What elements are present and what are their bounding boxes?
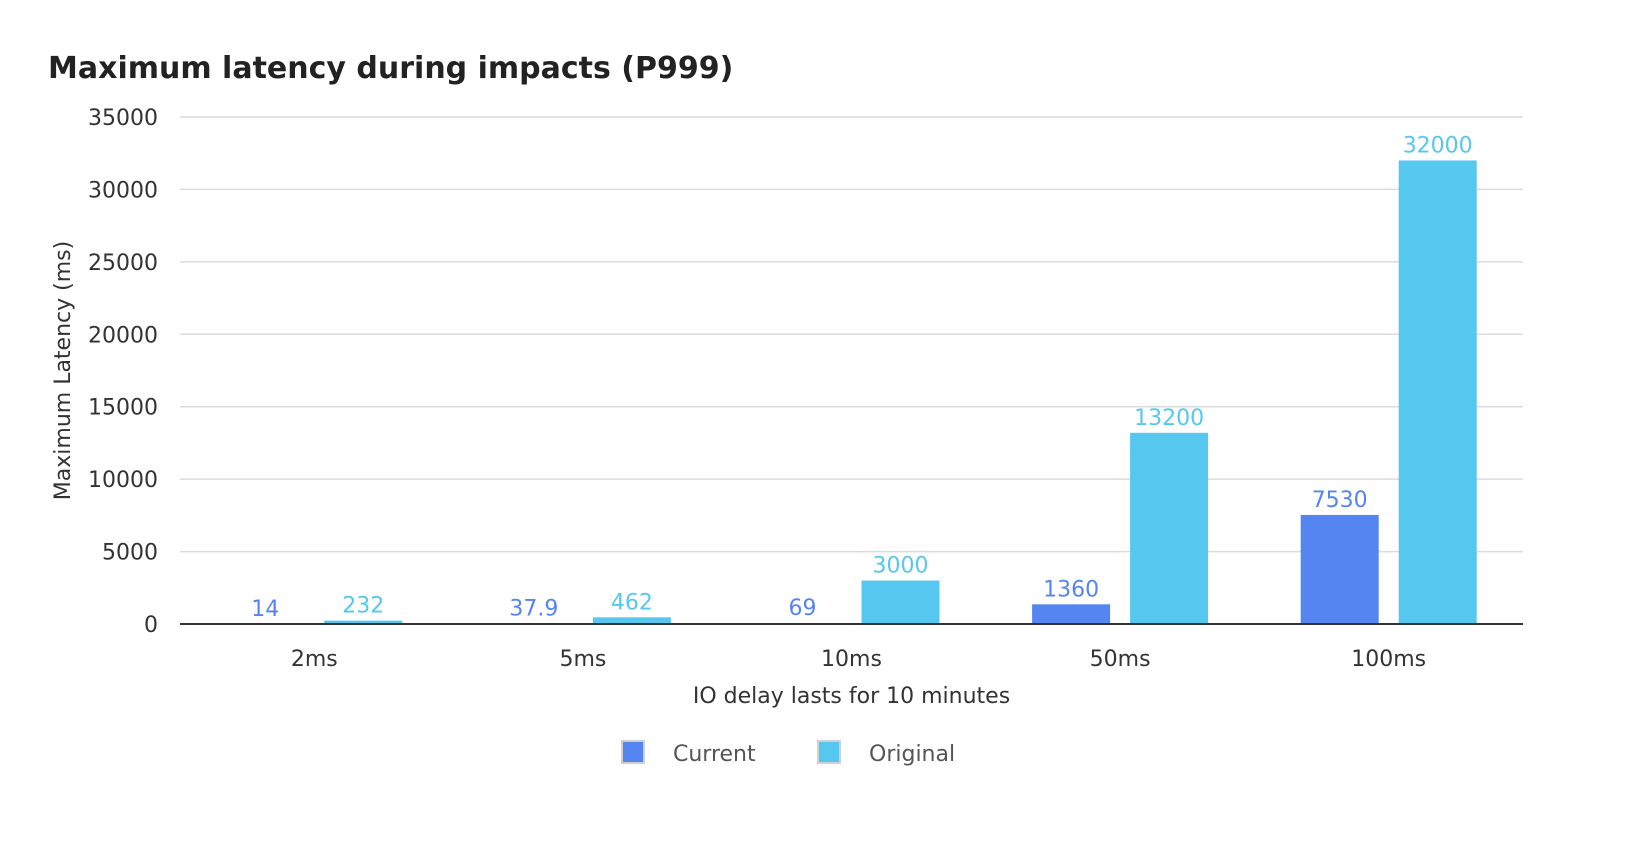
y-tick-label: 5000 [102,541,158,566]
bar-original-50ms [1130,432,1209,624]
data-label: 13200 [1134,406,1204,431]
data-label: 69 [789,596,817,621]
legend-item-original[interactable]: Original [817,740,955,767]
x-tick-label: 5ms [559,647,606,672]
x-axis-title: IO delay lasts for 10 minutes [693,684,1010,709]
y-axis-title: Maximum Latency (ms) [51,241,76,500]
bar-original-2ms [324,620,403,624]
y-tick-label: 20000 [88,323,158,348]
y-tick-label: 30000 [88,178,158,203]
data-label: 32000 [1403,133,1473,158]
grid-lines [180,116,1523,553]
y-tick-label: 10000 [88,468,158,493]
chart-title: Maximum latency during impacts (P999) [48,51,733,86]
x-tick-label: 100ms [1351,647,1426,672]
legend-swatch [621,740,645,764]
legend-swatch [817,740,841,764]
data-label: 1360 [1043,577,1099,602]
x-axis-ticks: 2ms 5ms 10ms 50ms 100ms [291,647,1426,672]
bars [226,160,1477,624]
bar-original-100ms [1398,160,1477,624]
bar-original-5ms [592,617,671,624]
data-label: 3000 [873,554,929,579]
x-tick-label: 2ms [291,647,338,672]
legend-label: Current [673,742,756,767]
x-tick-label: 50ms [1090,647,1151,672]
y-tick-label: 25000 [88,251,158,276]
y-tick-label: 15000 [88,396,158,421]
y-tick-label: 0 [144,613,158,638]
legend-label: Original [869,742,955,767]
data-label: 14 [251,597,279,622]
bar-current-100ms [1300,514,1379,624]
legend: Current Original [621,740,955,767]
data-label: 7530 [1312,488,1368,513]
x-tick-label: 10ms [821,647,882,672]
bar-current-50ms [1032,604,1111,624]
y-tick-label: 35000 [88,106,158,131]
legend-item-current[interactable]: Current [621,740,756,767]
data-label: 462 [611,590,653,615]
y-axis-ticks: 0 5000 10000 15000 20000 25000 30000 35000 [88,106,158,638]
data-label: 232 [342,594,384,619]
data-label: 37.9 [509,596,558,621]
bar-original-10ms [861,580,940,624]
data-labels: 14 232 37.9 462 69 3000 1360 13200 7530 32000 [251,133,1472,621]
